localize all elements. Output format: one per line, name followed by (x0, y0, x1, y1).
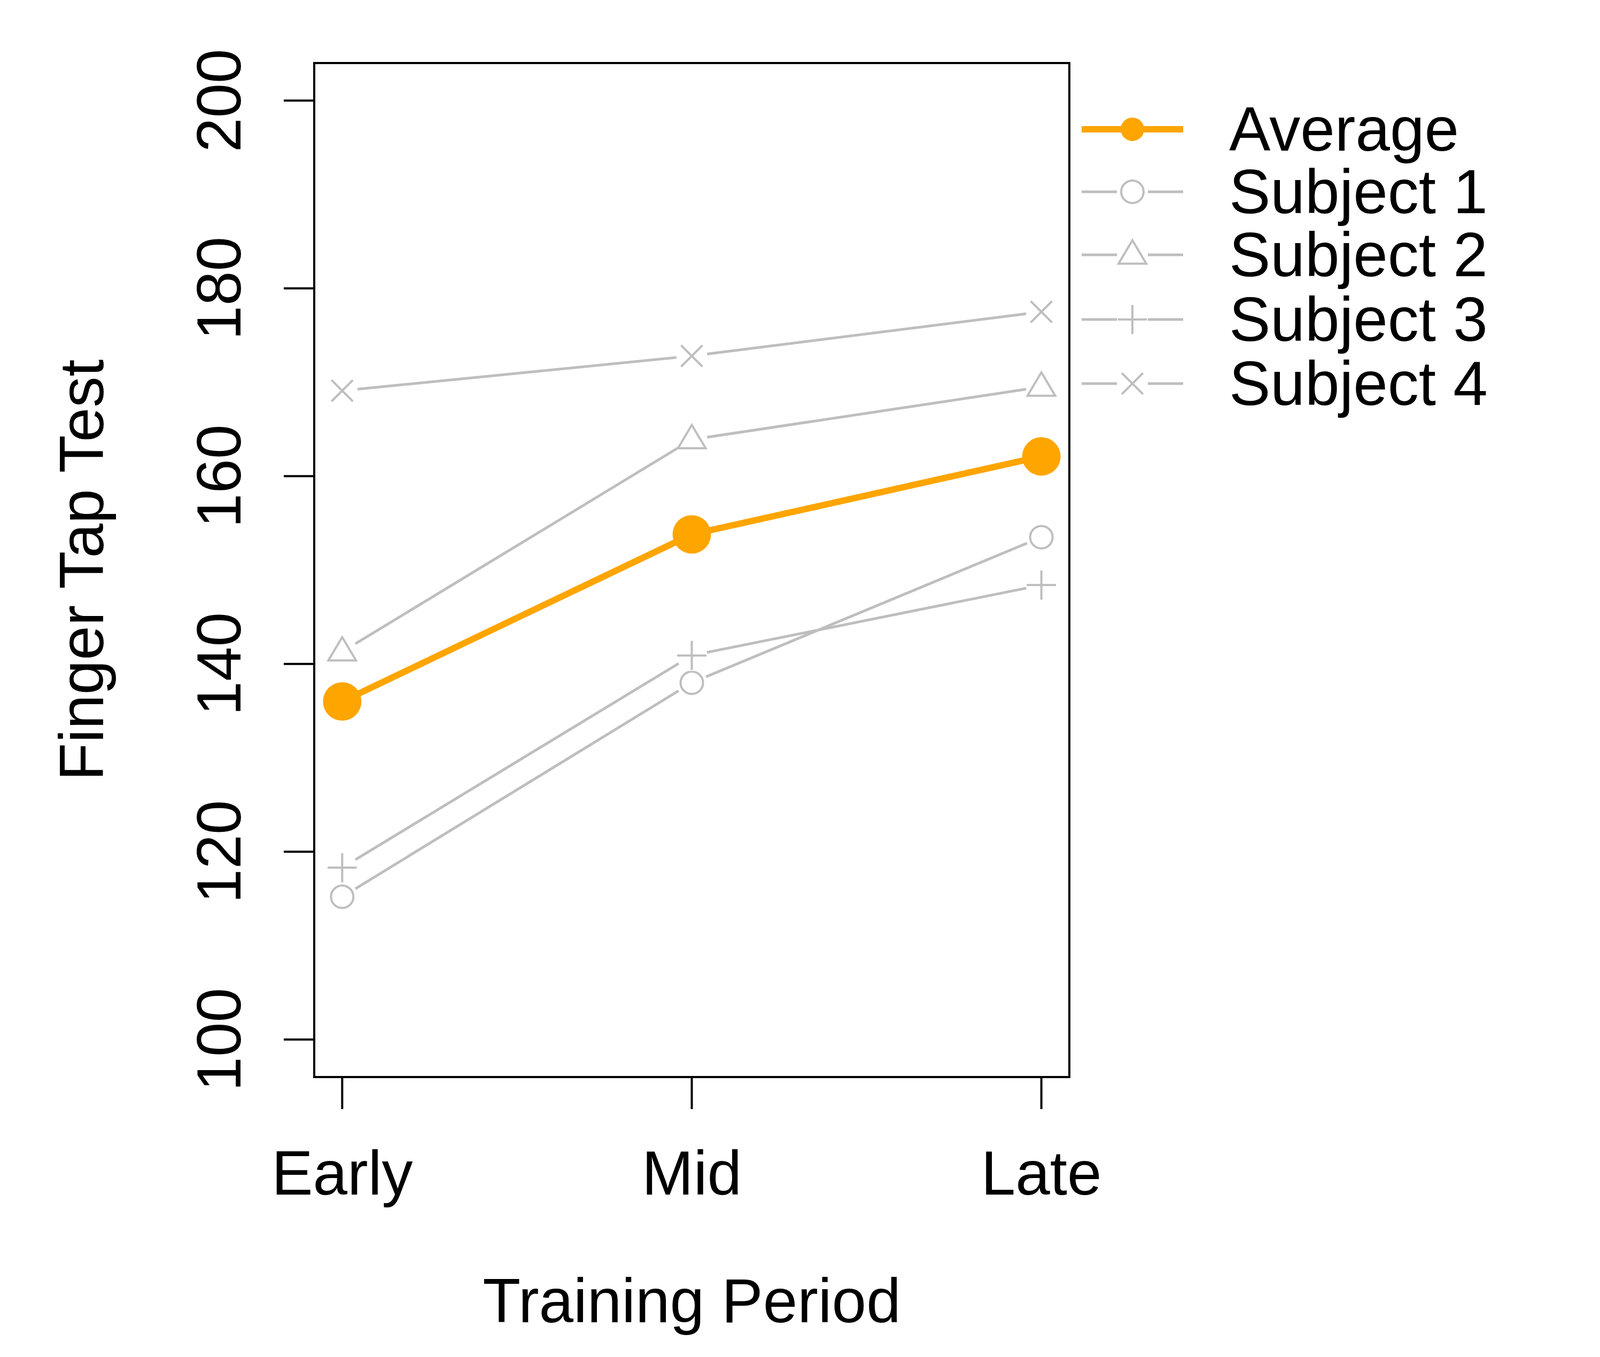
marker (1117, 305, 1148, 335)
marker-gap (326, 852, 358, 884)
y-tick (283, 99, 315, 102)
marker-circle (1121, 180, 1144, 204)
marker-plus (1026, 570, 1056, 601)
marker-plus (677, 641, 707, 671)
marker-gap (676, 640, 708, 672)
x-tick (690, 1077, 694, 1110)
marker-cross (681, 345, 703, 367)
legend-label: Subject 1 (1229, 157, 1488, 227)
marker-gap (1116, 176, 1148, 208)
marker (1121, 180, 1144, 204)
marker-cross (1030, 301, 1053, 323)
legend-label: Average (1229, 94, 1459, 165)
legend-label: Subject 3 (1229, 284, 1488, 355)
marker-triangle (328, 637, 356, 662)
marker (681, 345, 703, 367)
marker (1022, 437, 1061, 476)
marker-cross (1121, 373, 1144, 395)
y-tick (283, 475, 315, 478)
marker-gap (1116, 368, 1148, 400)
marker-gap (1116, 239, 1148, 271)
series-line (342, 456, 1042, 702)
marker-circle (680, 671, 704, 695)
marker (1027, 372, 1056, 396)
marker-plus (1117, 305, 1148, 335)
marker (677, 641, 707, 671)
y-tick-label: 180 (184, 236, 254, 341)
x-tick (340, 1077, 344, 1110)
y-tick-label: 120 (184, 800, 254, 904)
marker-gap (1026, 296, 1058, 328)
y-tick-label: 200 (184, 49, 254, 153)
y-tick (283, 287, 315, 290)
marker (672, 515, 712, 554)
legend-label: Subject 2 (1229, 220, 1488, 290)
marker-gap (1026, 521, 1058, 553)
y-tick-label: 100 (184, 988, 254, 1092)
chart: 100 120 140 160 180 200 Early Mid Late Training P… (0, 0, 1600, 1357)
x-axis-label: Training Period (482, 1266, 901, 1337)
marker-gap (1026, 569, 1058, 601)
y-tick-label: 160 (184, 424, 254, 528)
marker-gap (676, 340, 708, 372)
marker (322, 682, 362, 721)
series-line (342, 386, 1042, 652)
data-group (322, 296, 1061, 913)
x-tick-label: Mid (641, 1138, 742, 1209)
marker (1121, 373, 1144, 395)
marker-cross (331, 379, 353, 402)
marker (330, 886, 354, 909)
y-tick (283, 850, 315, 853)
y-tick (283, 1038, 315, 1042)
marker-gap (1026, 371, 1058, 403)
marker-dot (672, 515, 712, 554)
x-tick (1040, 1077, 1043, 1110)
marker (331, 379, 353, 402)
series-line (342, 312, 1042, 392)
marker-dot (1022, 437, 1061, 476)
y-tick-label: 140 (184, 612, 254, 717)
legend-label: Subject 4 (1229, 348, 1488, 419)
x-tick-label: Early (271, 1138, 413, 1209)
marker-gap (326, 636, 358, 668)
legend: AverageSubject 1Subject 2Subject 3Subjec… (1081, 94, 1488, 419)
marker (328, 637, 356, 662)
y-axis-label: Finger Tap Test (47, 359, 117, 782)
marker (1026, 570, 1056, 601)
marker-circle (330, 886, 354, 909)
marker (327, 853, 357, 883)
marker-triangle (1027, 372, 1056, 396)
marker-dot (322, 682, 362, 721)
marker-gap (326, 881, 358, 913)
marker (1118, 240, 1147, 264)
marker (1030, 525, 1053, 549)
series-line (342, 537, 1042, 897)
marker-plus (327, 853, 357, 883)
plot-frame (314, 63, 1070, 1078)
marker-gap (326, 375, 358, 407)
marker-gap (676, 424, 708, 456)
y-tick (283, 663, 315, 666)
marker (680, 671, 704, 695)
marker-triangle (1118, 240, 1147, 264)
marker-gap (1116, 304, 1148, 336)
legend-marker (1120, 117, 1145, 142)
marker (1030, 301, 1053, 323)
marker-gap (676, 667, 708, 699)
series-line (342, 585, 1042, 868)
marker-triangle (678, 424, 706, 449)
marker-circle (1030, 525, 1053, 549)
marker (678, 424, 706, 449)
x-tick-label: Late (981, 1138, 1102, 1209)
